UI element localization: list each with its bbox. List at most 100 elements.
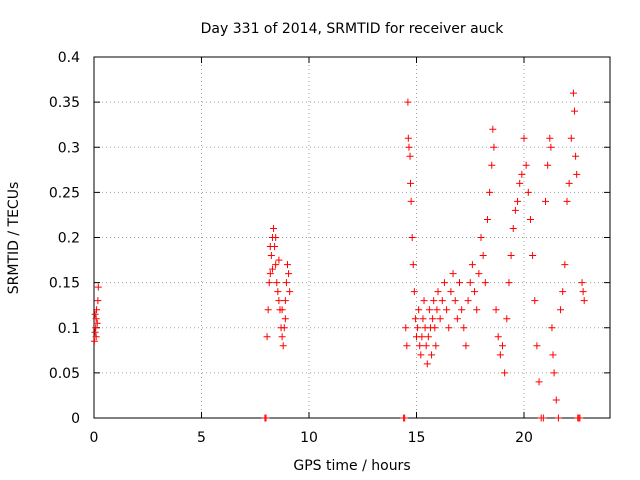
data-point — [419, 315, 427, 323]
data-point — [406, 179, 414, 187]
data-point — [91, 328, 99, 336]
data-point — [406, 152, 414, 160]
data-point — [281, 297, 289, 305]
data-point — [428, 351, 436, 359]
data-point — [542, 197, 549, 205]
data-point — [569, 89, 577, 97]
x-ticks: 0 5 10 15 20 — [90, 57, 533, 446]
data-point — [464, 297, 472, 305]
data-point — [411, 315, 419, 323]
data-point — [273, 279, 281, 287]
data-point — [265, 279, 273, 287]
data-point — [424, 333, 432, 341]
data-point — [565, 179, 573, 187]
data-point — [422, 342, 430, 350]
data-point — [279, 342, 287, 350]
data-point — [93, 319, 101, 327]
data-point — [418, 333, 426, 341]
data-point — [433, 306, 441, 314]
data-point — [576, 414, 584, 422]
x-tick-label: 20 — [515, 430, 533, 446]
data-point — [415, 306, 423, 314]
data-point — [94, 297, 102, 305]
data-point — [430, 297, 438, 305]
data-point — [471, 288, 479, 296]
data-point — [456, 279, 463, 287]
data-point — [496, 351, 504, 359]
data-point — [451, 297, 459, 305]
data-point — [578, 279, 586, 287]
data-point — [272, 261, 280, 269]
data-point — [539, 414, 547, 422]
data-point — [404, 134, 412, 142]
y-tick-label: 0.25 — [49, 185, 80, 201]
y-tick-label: 0.2 — [58, 231, 80, 247]
data-point — [533, 342, 541, 350]
data-point — [402, 324, 410, 332]
data-point — [92, 324, 100, 332]
data-point — [286, 288, 294, 296]
data-point — [501, 369, 509, 377]
data-point — [94, 283, 102, 291]
data-point — [460, 324, 468, 332]
data-point — [475, 270, 483, 278]
data-point — [436, 315, 444, 323]
data-point — [531, 297, 539, 305]
data-point — [440, 279, 448, 287]
y-tick-label: 0.4 — [58, 50, 80, 66]
data-point — [425, 306, 433, 314]
data-point — [490, 143, 498, 151]
y-tick-label: 0.1 — [58, 321, 80, 337]
y-tick-label: 0.3 — [58, 140, 80, 156]
data-point — [431, 324, 439, 332]
data-point — [477, 234, 485, 241]
grid — [94, 57, 610, 418]
data-point — [272, 234, 280, 241]
data-point — [547, 143, 555, 151]
data-point — [544, 161, 552, 169]
data-point — [507, 252, 515, 260]
y-tick-label: 0 — [71, 411, 80, 427]
x-axis-label: GPS time / hours — [293, 458, 410, 474]
data-point — [408, 234, 416, 241]
data-point — [514, 197, 522, 205]
data-point — [561, 261, 569, 269]
data-point — [449, 270, 457, 278]
data-point — [416, 342, 424, 350]
data-point — [580, 297, 588, 305]
data-point — [516, 179, 524, 187]
data-point — [278, 306, 286, 314]
data-point — [275, 256, 283, 264]
x-tick-label: 10 — [300, 430, 318, 446]
data-point — [466, 279, 474, 287]
data-point — [268, 265, 276, 273]
data-point — [270, 224, 278, 232]
data-point — [414, 324, 422, 332]
data-point — [409, 261, 417, 269]
chart-title: Day 331 of 2014, SRMTID for receiver auc… — [201, 21, 505, 37]
data-point — [281, 315, 289, 323]
data-point — [520, 134, 528, 142]
y-tick-label: 0.05 — [49, 366, 80, 382]
data-point — [468, 261, 476, 269]
x-tick-label: 0 — [90, 430, 99, 446]
data-point — [92, 333, 100, 341]
data-point — [262, 414, 270, 422]
data-point — [410, 288, 418, 296]
data-point — [486, 188, 494, 196]
y-tick-label: 0.15 — [49, 276, 80, 292]
data-point — [432, 342, 440, 350]
data-point — [266, 270, 274, 278]
data-point — [557, 306, 565, 314]
data-point — [529, 252, 537, 260]
data-point — [434, 288, 442, 296]
data-point — [481, 279, 489, 287]
data-point — [559, 288, 567, 296]
data-point — [278, 333, 286, 341]
data-point — [579, 288, 587, 296]
data-point — [494, 333, 502, 341]
data-point — [275, 297, 283, 305]
data-point — [282, 279, 290, 287]
data-point — [92, 315, 100, 323]
